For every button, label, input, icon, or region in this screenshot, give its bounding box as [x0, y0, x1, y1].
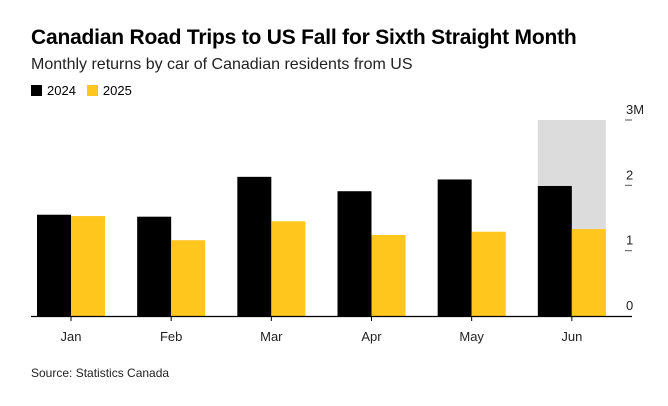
x-tick-label-jun: Jun: [561, 329, 582, 344]
x-tick-label-apr: Apr: [361, 329, 382, 344]
y-tick-label-3: 3M: [626, 102, 644, 117]
bar-2025-jan: [71, 216, 105, 316]
bar-2024-jun: [537, 185, 572, 316]
y-tick-label-0: 0: [626, 298, 633, 313]
legend-item-2025: 2025: [86, 83, 132, 98]
legend-label-2025: 2025: [102, 83, 132, 98]
bar-2025-mar: [271, 221, 306, 316]
legend-item-2024: 2024: [31, 83, 76, 98]
source-note: Source: Statistics Canada: [31, 366, 170, 380]
bar-2025-may: [471, 231, 506, 316]
x-tick-label-jan: Jan: [61, 329, 82, 344]
bar-2024-mar: [237, 176, 272, 316]
x-tick-label-mar: Mar: [260, 329, 283, 344]
legend-swatch-2025: [86, 85, 98, 96]
bar-2025-feb: [171, 240, 206, 316]
legend-swatch-2024: [31, 85, 42, 96]
legend-label-2024: 2024: [47, 83, 76, 98]
y-tick-label-1: 1: [626, 233, 633, 248]
chart-title: Canadian Road Trips to US Fall for Sixth…: [31, 26, 577, 49]
x-tick-label-may: May: [459, 329, 484, 344]
bar-2024-feb: [137, 216, 172, 316]
x-tick-label-feb: Feb: [160, 329, 182, 344]
legend: 2024 2025: [31, 83, 143, 98]
bar-2024-jan: [37, 214, 71, 316]
bar-2024-apr: [337, 191, 372, 316]
bar-2024-may: [437, 179, 472, 316]
bar-2025-apr: [371, 234, 406, 316]
y-tick-label-2: 2: [626, 167, 633, 182]
chart-subtitle: Monthly returns by car of Canadian resid…: [31, 56, 413, 73]
bar-2025-jun: [571, 229, 606, 316]
